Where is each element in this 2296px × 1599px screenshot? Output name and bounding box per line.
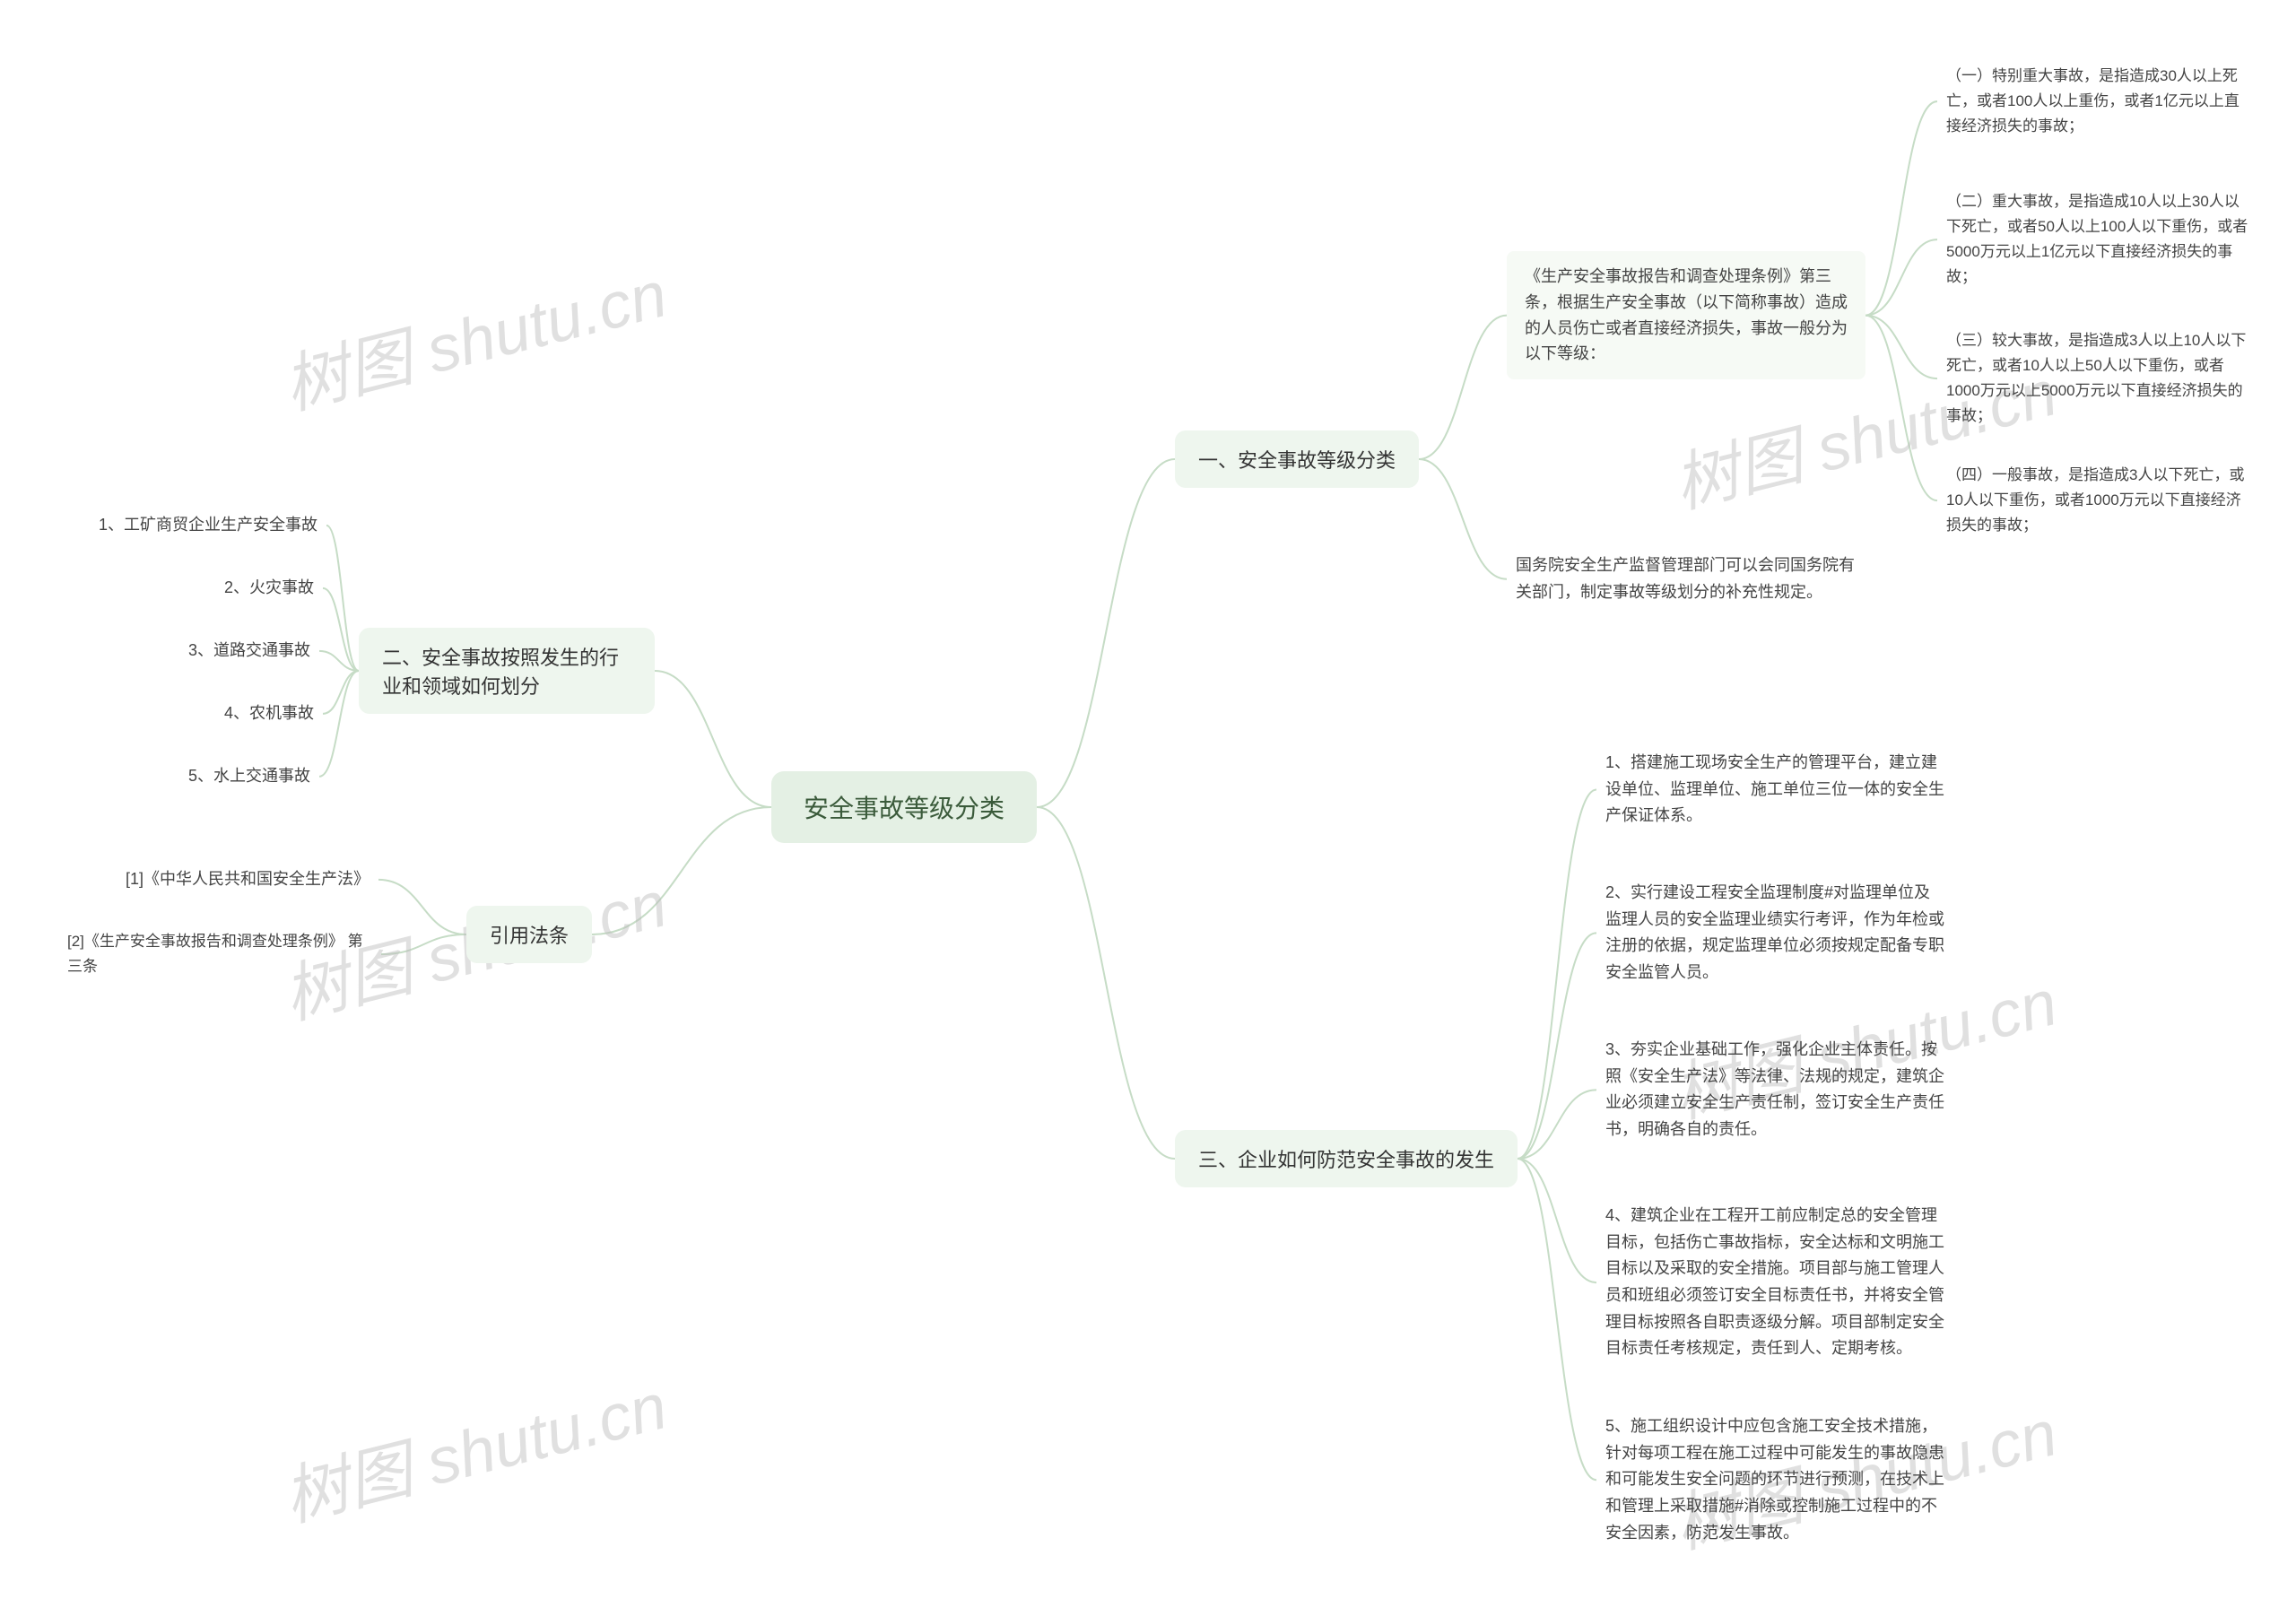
watermark: 树图 shutu.cn: [273, 1353, 675, 1539]
branch-1-leaf-a: （一）特别重大事故，是指造成30人以上死亡，或者100人以上重伤，或者1亿元以上…: [1937, 58, 2260, 144]
branch-2-leaf-2: 2、火灾事故: [215, 569, 323, 607]
branch-3-leaf-2: 2、实行建设工程安全监理制度#对监理单位及监理人员的安全监理业绩实行考评，作为年…: [1596, 874, 1955, 992]
branch-1-sub-2: 国务院安全生产监督管理部门可以会同国务院有关部门，制定事故等级划分的补充性规定。: [1507, 547, 1866, 611]
branch-4-leaf-1: [1]《中华人民共和国安全生产法》: [117, 861, 378, 899]
branch-3-leaf-3: 3、夯实企业基础工作，强化企业主体责任。按照《安全生产法》等法律、法规的规定，建…: [1596, 1031, 1955, 1149]
branch-2-leaf-1: 1、工矿商贸企业生产安全事故: [90, 507, 326, 544]
branch-2-leaf-3: 3、道路交通事故: [179, 632, 319, 670]
branch-3-leaf-5: 5、施工组织设计中应包含施工安全技术措施，针对每项工程在施工过程中可能发生的事故…: [1596, 1408, 1955, 1551]
branch-3-leaf-4: 4、建筑企业在工程开工前应制定总的安全管理目标，包括伤亡事故指标，安全达标和文明…: [1596, 1197, 1955, 1368]
branch-1-leaf-c: （三）较大事故，是指造成3人以上10人以下死亡，或者10人以上50人以下重伤，或…: [1937, 323, 2260, 434]
mindmap-root[interactable]: 安全事故等级分类: [771, 771, 1037, 843]
branch-1-leaf-d: （四）一般事故，是指造成3人以下死亡，或10人以下重伤，或者1000万元以下直接…: [1937, 457, 2260, 543]
branch-4[interactable]: 引用法条: [466, 906, 592, 963]
branch-2-leaf-5: 5、水上交通事故: [179, 758, 319, 795]
branch-4-leaf-2: [2]《生产安全事故报告和调查处理条例》 第三条: [58, 924, 381, 985]
branch-1-sub-1[interactable]: 《生产安全事故报告和调查处理条例》第三条，根据生产安全事故（以下简称事故）造成的…: [1507, 251, 1866, 379]
branch-3-leaf-1: 1、搭建施工现场安全生产的管理平台，建立建设单位、监理单位、施工单位三位一体的安…: [1596, 744, 1955, 835]
branch-3[interactable]: 三、企业如何防范安全事故的发生: [1175, 1130, 1518, 1187]
branch-2-leaf-4: 4、农机事故: [215, 695, 323, 733]
branch-2[interactable]: 二、安全事故按照发生的行业和领域如何划分: [359, 628, 655, 714]
branch-1[interactable]: 一、安全事故等级分类: [1175, 430, 1419, 488]
watermark: 树图 shutu.cn: [273, 241, 675, 427]
branch-1-leaf-b: （二）重大事故，是指造成10人以上30人以下死亡，或者50人以上100人以下重伤…: [1937, 184, 2260, 295]
